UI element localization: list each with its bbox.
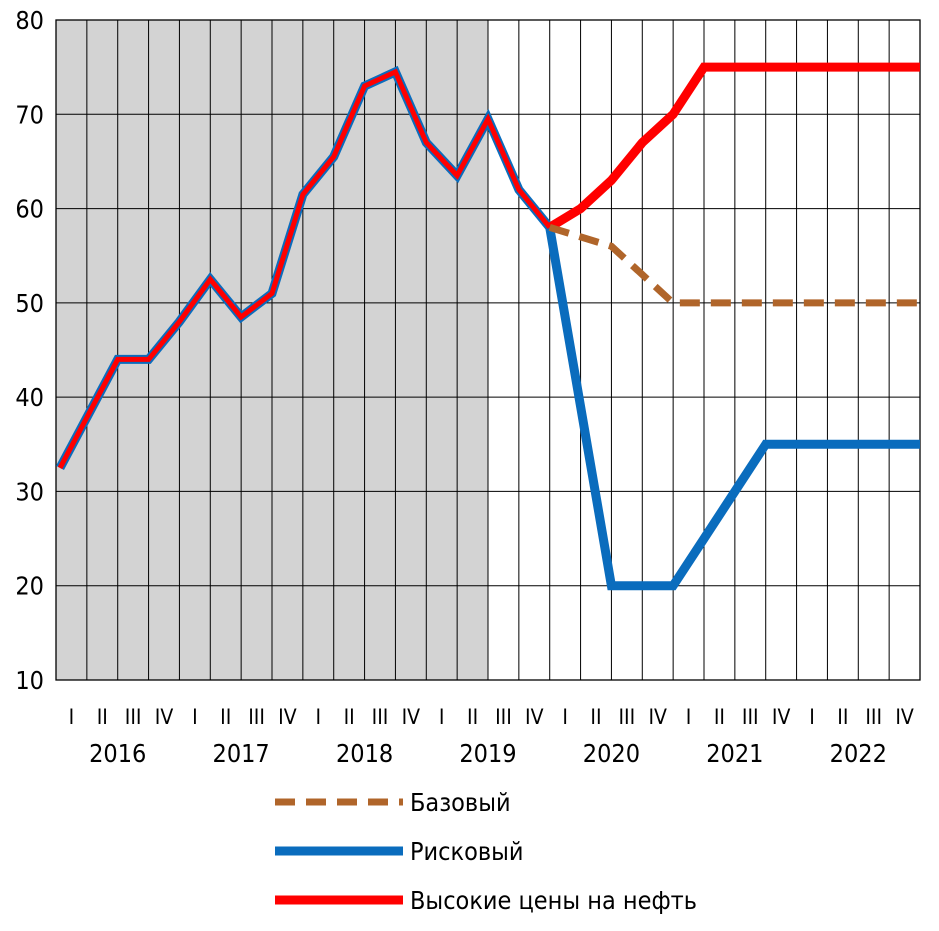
quarter-tick-label: II [220,705,231,729]
legend-item-high-oil-price: Высокие цены на нефть [275,886,697,915]
quarter-tick-label: IV [155,705,174,729]
quarter-tick-label: III [865,705,882,729]
y-axis-ticks: 10 20 30 40 50 60 70 80 [15,6,44,695]
legend-label: Рисковый [410,837,524,866]
quarter-tick-label: IV [525,705,544,729]
year-tick-label: 2021 [706,739,763,768]
y-tick-label: 20 [15,572,44,601]
quarter-tick-label: IV [648,705,667,729]
y-tick-label: 30 [15,477,44,506]
quarter-tick-label: I [809,705,815,729]
legend-label: Базовый [410,788,511,817]
plot-frame [55,19,921,681]
legend-item-risk: Рисковый [275,837,524,866]
quarter-tick-label: III [495,705,512,729]
quarter-tick-label: IV [402,705,421,729]
quarter-tick-label: II [344,705,355,729]
quarter-tick-label: I [439,705,445,729]
quarter-tick-label: III [125,705,142,729]
quarter-tick-label: III [742,705,759,729]
quarter-tick-label: IV [895,705,914,729]
y-tick-label: 70 [15,100,44,129]
basic-series-line [548,224,920,307]
quarter-tick-label: III [248,705,265,729]
quarter-tick-label: I [686,705,692,729]
year-tick-label: 2020 [583,739,640,768]
high-oil-price-series-line [547,62,920,232]
legend-item-basic: Базовый [275,788,511,817]
quarter-tick-label: II [97,705,108,729]
legend: Базовый Рисковый Высокие цены на нефть [275,788,697,915]
grid-lines [56,20,920,680]
year-tick-label: 2018 [336,739,393,768]
quarter-tick-label: III [618,705,635,729]
year-tick-label: 2016 [89,739,146,768]
quarter-tick-label: IV [278,705,297,729]
quarter-tick-label: II [467,705,478,729]
y-tick-label: 40 [15,383,44,412]
year-tick-label: 2017 [213,739,270,768]
history-series-line [57,68,552,470]
legend-label: Высокие цены на нефть [410,886,697,915]
quarter-tick-label: I [69,705,75,729]
y-tick-label: 10 [15,666,44,695]
y-tick-label: 50 [15,289,44,318]
year-tick-label: 2019 [459,739,516,768]
quarter-tick-label: II [714,705,725,729]
year-tick-label: 2022 [830,739,887,768]
y-tick-label: 80 [15,6,44,35]
quarter-tick-label: IV [772,705,791,729]
quarter-tick-label: II [837,705,848,729]
quarter-ticks: I II III IV I II III IV I II III IV I II III IV I II III IV… [69,705,914,729]
y-tick-label: 60 [15,195,44,224]
quarter-tick-label: I [192,705,198,729]
year-ticks: 2016 2017 2018 2019 2020 2021 2022 [89,739,887,768]
quarter-tick-label: I [562,705,568,729]
quarter-tick-label: I [315,705,321,729]
series-lines [56,62,920,591]
quarter-tick-label: III [372,705,389,729]
quarter-tick-label: II [590,705,601,729]
